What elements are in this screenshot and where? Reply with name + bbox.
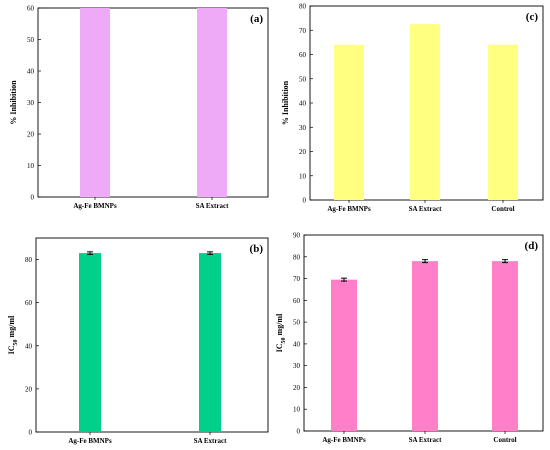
error-bar: [207, 251, 213, 255]
y-tick-label: 40: [299, 100, 307, 108]
y-tick-label: 10: [27, 162, 35, 170]
panel-d: 0 10 20 30 40 50 60 70 80 90 Ag-Fe BMNPs SA Extract…: [275, 232, 544, 444]
y-tick-label: 30: [27, 99, 35, 107]
y-tick-label: 70: [293, 275, 301, 283]
y-tick-label: 50: [27, 36, 35, 44]
bar: [334, 44, 364, 200]
y-tick-label: 60: [27, 5, 35, 13]
bar: [331, 279, 357, 431]
y-tick-label: 40: [293, 340, 301, 348]
y-tick-label: 20: [293, 384, 301, 392]
x-category-label: SA Extract: [196, 202, 230, 210]
y-tick-label: 80: [299, 3, 307, 11]
y-tick-label: 80: [293, 253, 301, 261]
y-tick-label: 60: [25, 299, 33, 307]
y-tick-label: 40: [25, 342, 33, 350]
x-category-label: Ag-Fe BMNPs: [327, 205, 371, 213]
x-category-label: SA Extract: [409, 436, 443, 444]
y-tick-label: 0: [31, 194, 35, 202]
y-tick-label: 90: [293, 232, 301, 240]
error-bar: [422, 259, 428, 264]
x-category-label: Ag-Fe BMNPs: [322, 436, 366, 444]
y-tick-label: 30: [293, 362, 301, 370]
bar: [79, 253, 101, 432]
y-tick-label: 60: [299, 51, 307, 59]
panel-b: 0 20 40 60 80 Ag-Fe BMNPs SA Extract IC50 mg/ml…: [7, 237, 269, 445]
y-tick-label: 60: [293, 297, 301, 305]
panel-tag: (d): [525, 240, 539, 252]
y-axis-title: IC50 mg/ml: [275, 313, 287, 352]
y-tick-label: 0: [297, 428, 301, 436]
y-tick-label: 80: [25, 256, 33, 264]
x-category-label: Ag-Fe BMNPs: [68, 437, 112, 445]
panel-c: 0 10 20 30 40 50 60 70 80 Ag-Fe BMNPs SA Extract Co…: [281, 3, 544, 213]
error-bar: [341, 277, 347, 282]
bar: [492, 261, 518, 431]
plot-frame: [35, 237, 269, 433]
y-tick-label: 40: [27, 68, 35, 76]
error-bar: [502, 259, 508, 264]
plot-frame: [37, 7, 269, 198]
bar: [410, 24, 440, 200]
y-tick-label: 50: [293, 319, 301, 327]
panel-tag: (b): [250, 243, 264, 255]
bar: [412, 261, 438, 431]
y-axis-title: % Inhibition: [9, 80, 18, 125]
x-category-label: Ag-Fe BMNPs: [73, 202, 117, 210]
bar: [199, 253, 221, 432]
x-category-label: SA Extract: [194, 437, 228, 445]
panel-tag: (c): [526, 11, 539, 23]
y-tick-label: 30: [299, 124, 307, 132]
panel-tag: (a): [250, 13, 263, 25]
y-tick-label: 0: [29, 429, 33, 437]
y-tick-label: 10: [293, 406, 301, 414]
bar: [80, 8, 110, 197]
y-axis-title: IC50 mg/ml: [7, 315, 19, 354]
bar: [197, 8, 227, 197]
panel-a: 0 10 20 30 40 50 60 Ag-Fe BMNPs SA Extract % Inhi…: [9, 5, 269, 210]
x-category-label: SA Extract: [409, 205, 443, 213]
y-tick-label: 70: [299, 27, 307, 35]
y-tick-label: 20: [27, 131, 35, 139]
y-tick-label: 20: [25, 385, 33, 393]
error-bar: [87, 251, 93, 255]
bar: [488, 44, 518, 200]
y-tick-label: 10: [299, 172, 307, 180]
y-axis-title: % Inhibition: [281, 80, 290, 125]
y-tick-label: 50: [299, 75, 307, 83]
x-category-label: Control: [493, 436, 516, 444]
x-category-label: Control: [491, 205, 514, 213]
y-tick-label: 0: [303, 197, 307, 205]
y-tick-label: 20: [299, 148, 307, 156]
